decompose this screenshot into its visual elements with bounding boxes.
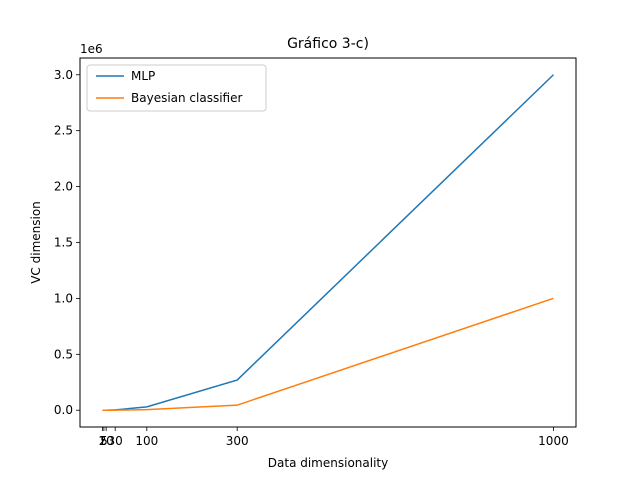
x-tick-label: 5	[100, 434, 108, 448]
series-layer	[102, 74, 554, 411]
series-line-1	[102, 297, 554, 411]
x-tick-label: 10	[99, 434, 114, 448]
x-axis-label: Data dimensionality	[268, 456, 388, 470]
x-tick-label: 2	[99, 434, 107, 448]
plot-frame	[79, 57, 577, 428]
y-tick-label: 2.5	[54, 124, 73, 138]
y-tick-label: 3.0	[54, 68, 73, 82]
x-tick-label: 1000	[538, 434, 569, 448]
x-tick-label: 100	[135, 434, 158, 448]
y-offset-label: 1e6	[80, 42, 103, 56]
x-tick-label: 30	[108, 434, 123, 448]
legend: MLP Bayesian classifier	[86, 64, 267, 112]
y-tick-label: 1.0	[54, 291, 73, 305]
y-axis-label: VC dimension	[29, 201, 43, 284]
y-tick-label: 1.5	[54, 236, 73, 250]
x-tick-label: 300	[226, 434, 249, 448]
y-tick-label: 0.0	[54, 403, 73, 417]
legend-label-0: MLP	[131, 69, 155, 83]
chart-title: Gráfico 3-c)	[287, 36, 369, 52]
y-axis: 0.0 0.5 1.0 1.5 2.0 2.5 3.0	[54, 68, 80, 417]
y-tick-label: 2.0	[54, 180, 73, 194]
legend-label-1: Bayesian classifier	[131, 91, 242, 105]
legend-box	[86, 64, 267, 112]
y-tick-label: 0.5	[54, 347, 73, 361]
